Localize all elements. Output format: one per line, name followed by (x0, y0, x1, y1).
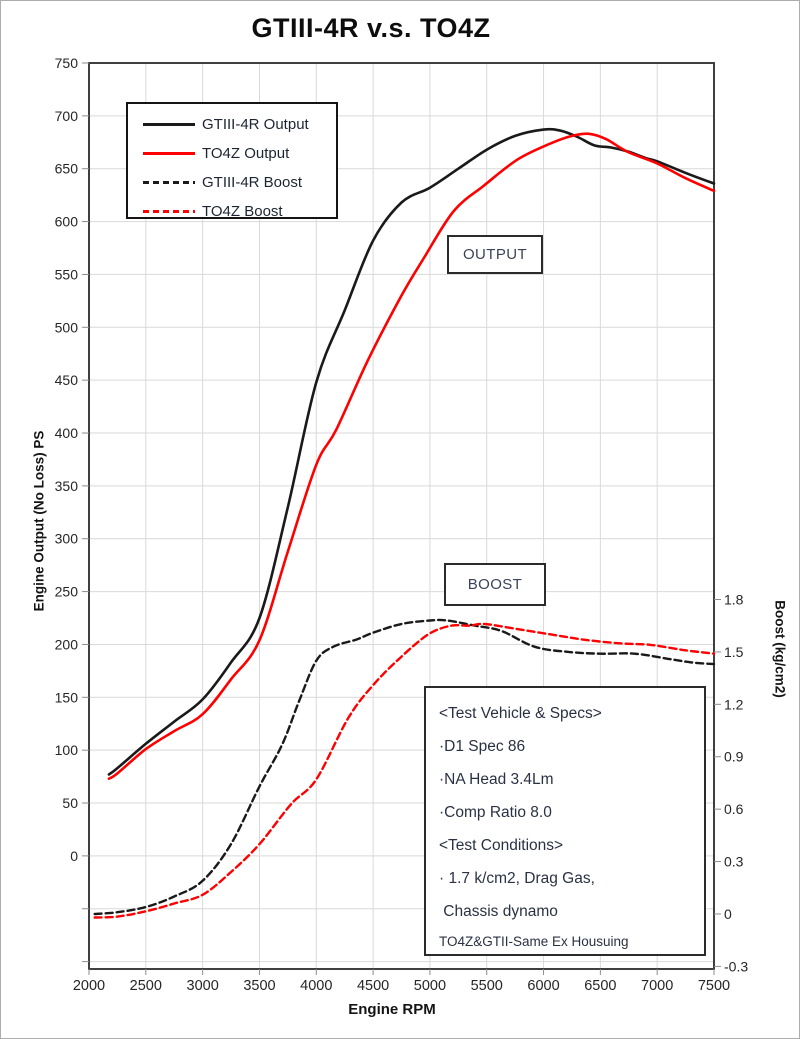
svg-text:0.3: 0.3 (724, 854, 744, 870)
svg-text:3000: 3000 (187, 978, 219, 994)
svg-text:650: 650 (55, 161, 79, 177)
output-callout-box: OUTPUT (447, 235, 543, 274)
svg-text:7000: 7000 (641, 978, 673, 994)
svg-text:4500: 4500 (357, 978, 389, 994)
legend-line-sample-gtiii4r-output (143, 123, 195, 126)
boost-callout-label: BOOST (467, 576, 523, 593)
svg-text:7500: 7500 (698, 978, 730, 994)
legend-line-sample-to4z-output (143, 152, 195, 155)
test-info-line: ·Comp Ratio 8.0 (439, 804, 552, 821)
svg-text:4000: 4000 (300, 978, 332, 994)
svg-text:0.9: 0.9 (724, 749, 744, 765)
svg-text:0: 0 (724, 906, 732, 922)
svg-text:2500: 2500 (130, 978, 162, 994)
x-axis-title: Engine RPM (348, 1001, 436, 1018)
y-axis-title-left: Engine Output (No Loss) PS (31, 430, 47, 612)
svg-text:350: 350 (55, 478, 79, 494)
test-info-line: ·D1 Spec 86 (439, 738, 526, 755)
svg-text:600: 600 (55, 214, 79, 230)
svg-text:0.6: 0.6 (724, 801, 744, 817)
svg-text:450: 450 (55, 372, 79, 388)
svg-text:150: 150 (55, 689, 79, 705)
legend-label: TO4Z Boost (202, 203, 283, 220)
test-info-line: · 1.7 k/cm2, Drag Gas, (439, 870, 595, 887)
svg-text:3500: 3500 (243, 978, 275, 994)
svg-text:50: 50 (62, 795, 78, 811)
svg-text:700: 700 (55, 108, 79, 124)
svg-text:2000: 2000 (73, 978, 105, 994)
output-callout-label: OUTPUT (462, 246, 528, 263)
svg-text:1.2: 1.2 (724, 696, 744, 712)
legend-item: TO4Z Output (128, 139, 336, 168)
chart-title: GTIII-4R v.s. TO4Z (251, 13, 491, 43)
legend-item: TO4Z Boost (128, 197, 336, 226)
svg-text:6500: 6500 (584, 978, 616, 994)
test-info-line: <Test Vehicle & Specs> (439, 705, 602, 722)
legend-label: GTIII-4R Output (202, 116, 309, 133)
test-info-box: <Test Vehicle & Specs> ·D1 Spec 86 ·NA H… (424, 686, 706, 956)
test-info-line: Chassis dynamo (439, 903, 558, 920)
legend-label: TO4Z Output (202, 145, 290, 162)
svg-text:250: 250 (55, 584, 79, 600)
test-info-line: ·NA Head 3.4Lm (439, 771, 554, 788)
svg-text:6000: 6000 (527, 978, 559, 994)
svg-text:200: 200 (55, 636, 79, 652)
svg-text:1.8: 1.8 (724, 592, 744, 608)
legend-item: GTIII-4R Boost (128, 168, 336, 197)
test-info-line: <Test Conditions> (439, 837, 564, 854)
svg-text:400: 400 (55, 425, 79, 441)
svg-text:100: 100 (55, 742, 79, 758)
legend: GTIII-4R Output TO4Z Output GTIII-4R Boo… (126, 102, 338, 220)
test-info-line: TO4Z&GTII-Same Ex Housuing (439, 934, 629, 949)
legend-item: GTIII-4R Output (128, 110, 336, 139)
svg-text:0: 0 (70, 848, 78, 864)
svg-text:300: 300 (55, 531, 79, 547)
boost-callout-box: BOOST (444, 563, 546, 606)
svg-text:550: 550 (55, 266, 79, 282)
svg-text:5000: 5000 (414, 978, 446, 994)
svg-text:500: 500 (55, 319, 79, 335)
legend-line-sample-gtiii4r-boost (143, 181, 195, 184)
svg-text:5500: 5500 (471, 978, 503, 994)
legend-label: GTIII-4R Boost (202, 174, 303, 191)
svg-text:750: 750 (55, 55, 79, 71)
legend-line-sample-to4z-boost (143, 210, 195, 213)
y-axis-title-right: Boost (kg/cm2) (772, 600, 788, 698)
svg-text:-0.3: -0.3 (724, 958, 748, 974)
svg-text:1.5: 1.5 (724, 644, 744, 660)
